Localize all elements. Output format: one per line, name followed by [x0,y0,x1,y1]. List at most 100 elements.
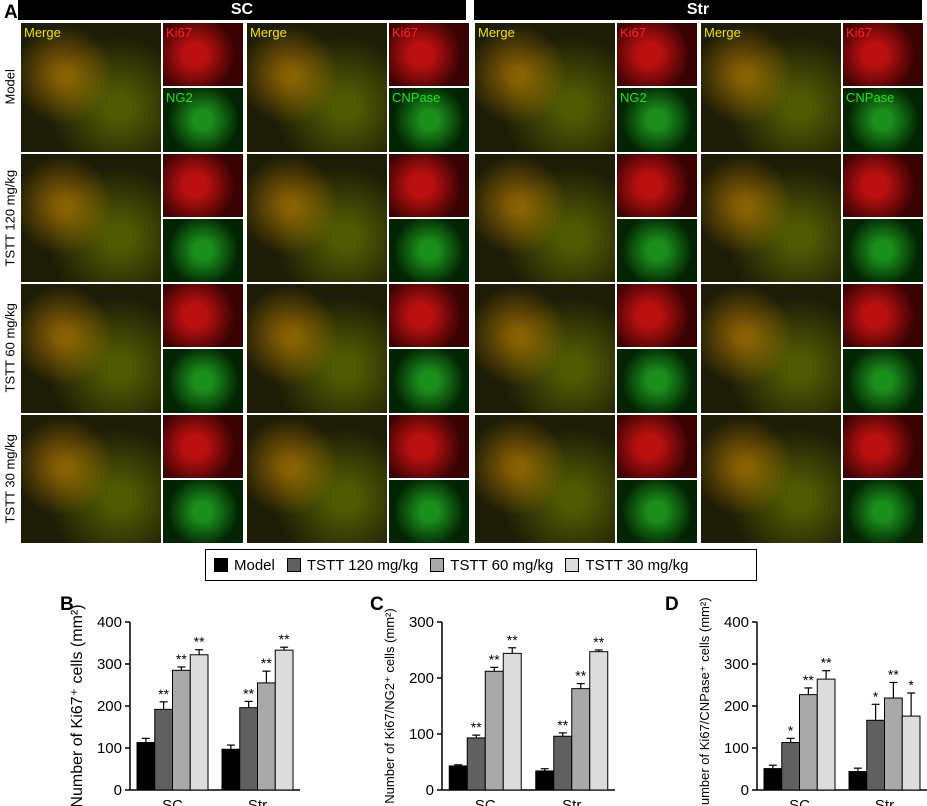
y-tick-label: 200 [724,698,749,715]
bar [866,719,885,791]
cnpase-image [842,348,924,414]
bar [553,735,573,791]
bar [816,678,836,791]
significance-label: * [873,688,879,704]
significance-label: ** [575,668,586,684]
legend-item-model: Model [214,557,275,574]
legend-swatch [430,558,445,572]
merge-image: Merge [700,22,842,153]
legend-label: TSTT 120 mg/kg [306,556,419,574]
merge-image [474,152,616,283]
bar [189,654,209,791]
bar [136,742,156,791]
ki67-image [388,413,470,479]
merge-image [246,413,388,544]
y-axis-label: Number of Ki67⁺ cells (mm²) [69,604,86,806]
y-tick-label: 300 [409,614,434,631]
ng2-label: NG2 [166,90,193,106]
significance-label: ** [194,634,205,650]
significance-label: ** [888,666,899,682]
merge-image [700,152,842,283]
ng2-image [616,478,698,544]
bar [848,771,868,791]
ki67-image [388,283,470,349]
y-tick-label: 400 [97,614,122,631]
ki67-label: Ki67 [392,25,419,40]
panel-letter: D [665,594,679,615]
cnpase-image [842,217,924,283]
legend-item-tstt-30: TSTT 30 mg/kg [565,557,688,574]
y-axis-label: Number of Ki67/CNPase⁺ cells (mm²) [697,597,712,806]
y-tick-label: 0 [741,782,749,799]
cnpase-label: CNPase [392,90,441,106]
bar-charts: B 0 100 200 300 400 Number of Ki67⁺ cells (mm²… [60,594,927,806]
ki67-image: Ki67 [388,22,470,88]
panel-letter: B [60,594,74,615]
bar [448,765,468,791]
legend-swatch [286,558,301,572]
merge-label: Merge [478,25,515,40]
cnpase-image [388,217,470,283]
legend-swatch [214,558,228,572]
y-axis-label: Number of Ki67/NG2⁺ cells (mm²) [382,608,397,803]
y-tick-label: 300 [724,656,749,673]
ng2-image: NG2 [162,87,244,153]
significance-label: ** [507,632,518,648]
legend-label: TSTT 60 mg/kg [450,556,554,574]
ng2-image [162,217,244,283]
merge-image [20,283,162,414]
significance-label: ** [471,719,482,735]
ki67-image [616,413,698,479]
ki67-image [388,152,470,218]
row-label: TSTT 30 mg/kg [2,434,18,524]
significance-label: ** [593,634,604,650]
significance-label: ** [261,655,272,671]
ki67-image [842,413,924,479]
merge-image [474,283,616,414]
significance-label: ** [176,651,187,667]
ki67-image [616,283,698,349]
x-tick-label: Str [248,797,267,806]
merge-image [246,152,388,283]
merge-label: Merge [24,25,61,40]
micrograph-grid: Model Merge Ki67 NG2 Merge Ki67 CNPase Merge Ki6… [0,22,927,544]
ki67-label: Ki67 [166,25,193,40]
ki67-image [616,152,698,218]
y-tick-label: 200 [97,698,122,715]
ng2-image [616,348,698,414]
x-tick-label: Str [562,797,581,806]
merge-label: Merge [704,25,741,40]
significance-label: ** [243,685,254,701]
cnpase-image: CNPase [388,87,470,153]
significance-label: ** [158,686,169,702]
significance-label: ** [557,717,568,733]
merge-image [700,413,842,544]
significance-label: ** [821,655,832,671]
ng2-image [616,217,698,283]
ki67-image [842,152,924,218]
ki67-image [842,283,924,349]
ng2-label: NG2 [620,90,647,106]
x-tick-label: SC [162,797,183,806]
y-tick-label: 0 [426,782,434,799]
ki67-image: Ki67 [162,22,244,88]
merge-image [20,413,162,544]
panel-letter: C [370,594,384,615]
bar [535,770,555,791]
bar [257,682,276,791]
chart-legend: Model TSTT 120 mg/kg TSTT 60 mg/kg TSTT … [205,549,757,581]
merge-image [700,283,842,414]
row-label: TSTT 60 mg/kg [2,303,18,393]
legend-item-tstt-60: TSTT 60 mg/kg [430,557,553,574]
legend-swatch [565,558,580,572]
ki67-image [162,413,244,479]
merge-image: Merge [20,22,162,153]
significance-label: ** [489,651,500,667]
bar [239,707,258,791]
legend-label: TSTT 30 mg/kg [585,556,689,574]
ki67-label: Ki67 [620,25,647,40]
bar [901,715,921,791]
merge-image: Merge [474,22,616,153]
ng2-image [162,348,244,414]
bar [274,649,294,791]
